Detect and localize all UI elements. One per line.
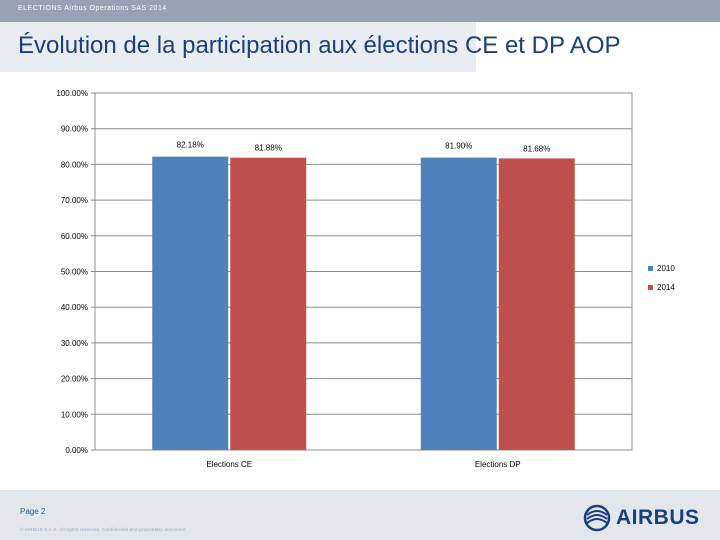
y-tick-label: 0.00% (65, 446, 88, 455)
data-label: 81.88% (255, 144, 282, 153)
y-tick-label: 70.00% (61, 196, 88, 205)
legend-swatch-2010 (648, 266, 653, 271)
legend-swatch-2014 (648, 285, 653, 290)
y-tick-label: 20.00% (61, 375, 88, 384)
x-category-label: Elections CE (206, 460, 252, 469)
data-label: 82.18% (177, 141, 204, 150)
page-number: Page 2 (20, 507, 46, 516)
topbar-text: ELECTIONS Airbus Operations SAS 2014 (18, 5, 167, 12)
copyright-notice: © AIRBUS S.A.S. All rights reserved. Con… (20, 527, 188, 532)
data-label: 81.90% (445, 142, 472, 151)
bar-2010-2 (420, 157, 497, 450)
y-tick-label: 10.00% (61, 410, 88, 419)
x-category-label: Elections DP (475, 460, 521, 469)
bar-2010-1 (152, 156, 229, 450)
legend-label-2014: 2014 (657, 283, 675, 292)
airbus-logo-icon (583, 504, 611, 532)
y-tick-label: 80.00% (61, 160, 88, 169)
bar-2014-1 (230, 157, 307, 450)
bar-2014-2 (498, 158, 575, 450)
y-tick-label: 40.00% (61, 303, 88, 312)
bar-chart: 0.00% 10.00% 20.00% 30.00% 40.00% 50.00% 60.00… (56, 89, 675, 469)
header-band (0, 22, 476, 72)
legend-label-2010: 2010 (657, 264, 675, 273)
y-tick-label: 90.00% (61, 125, 88, 134)
data-label: 81.68% (523, 144, 550, 153)
airbus-logo-text: AIRBUS (616, 506, 700, 529)
y-tick-label: 30.00% (61, 339, 88, 348)
y-tick-label: 100.00% (56, 89, 88, 98)
airbus-logo: AIRBUS (582, 503, 702, 533)
page-title: Évolution de la participation aux électi… (18, 32, 621, 59)
y-tick-label: 60.00% (61, 232, 88, 241)
top-bar: ELECTIONS Airbus Operations SAS 2014 (0, 0, 720, 22)
y-tick-label: 50.00% (61, 268, 88, 277)
